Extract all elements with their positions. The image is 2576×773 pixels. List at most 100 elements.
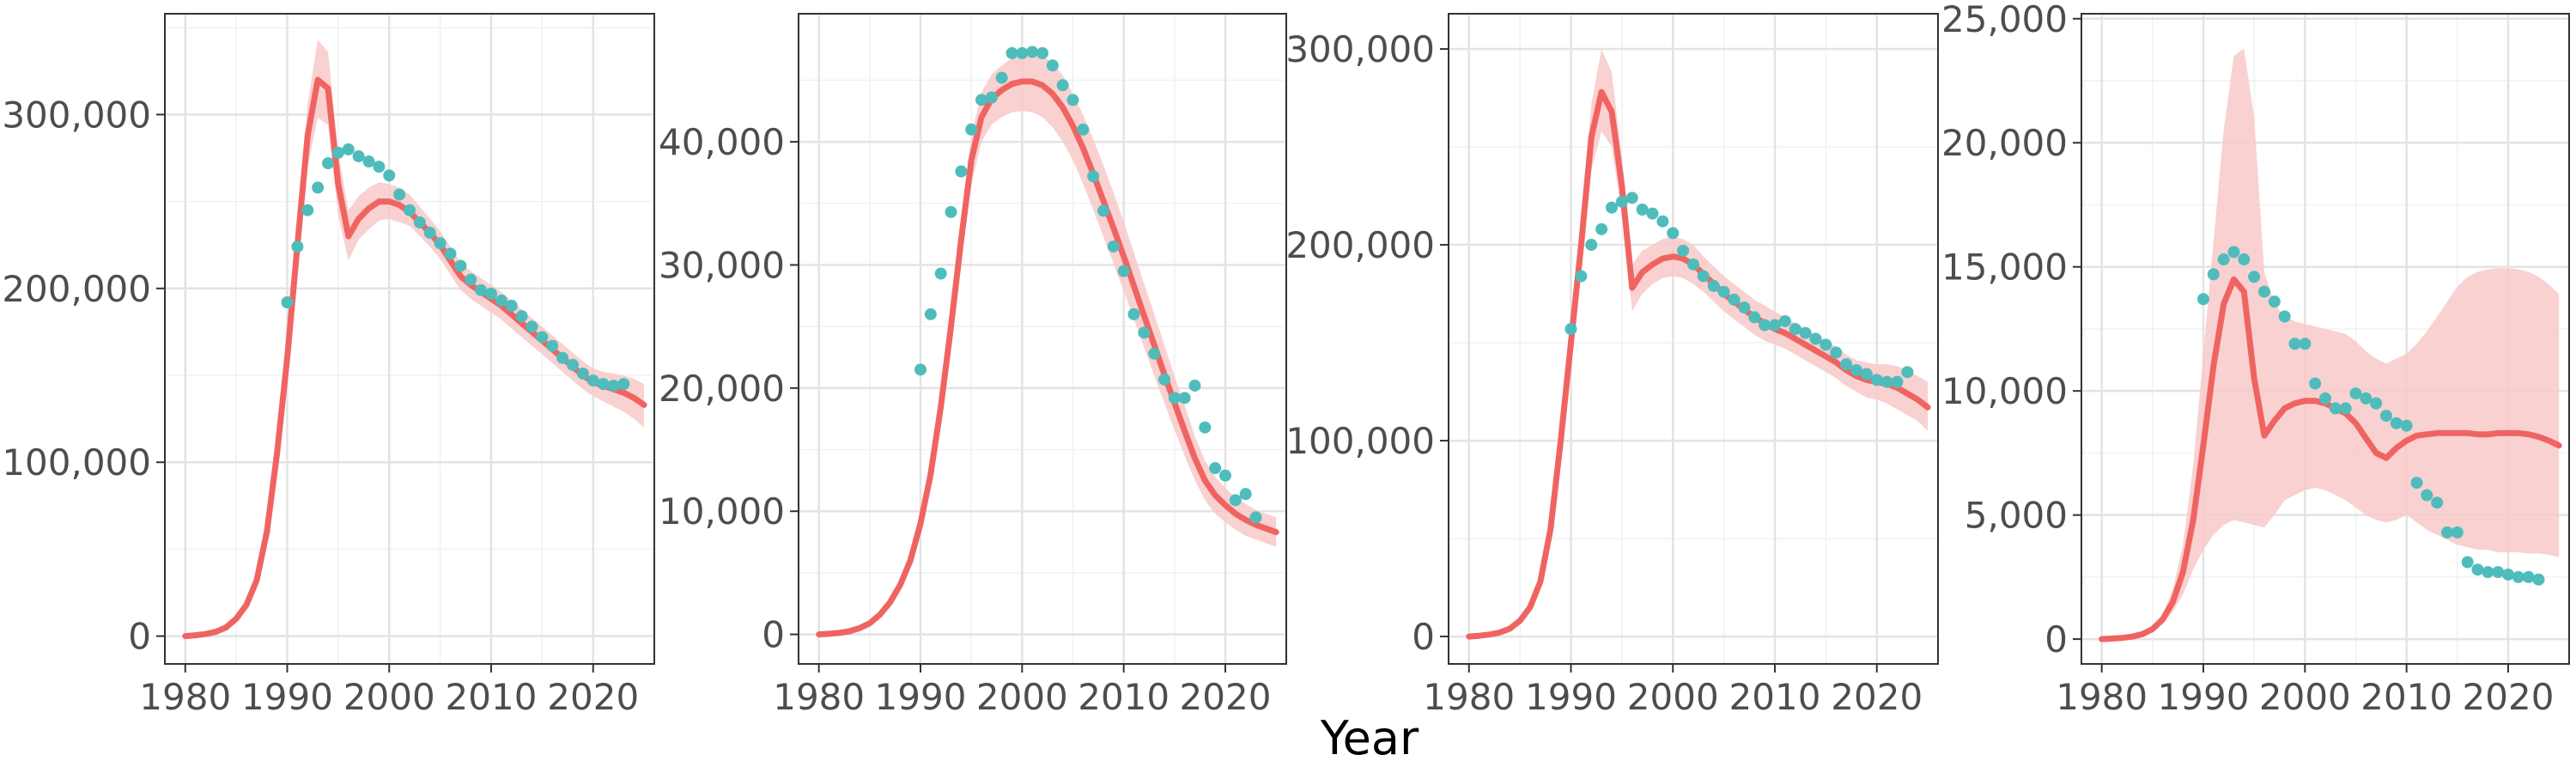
- observed-point: [454, 259, 467, 272]
- observed-point: [1249, 511, 1262, 524]
- observed-point: [1127, 307, 1140, 320]
- observed-point: [1778, 314, 1791, 327]
- observed-point: [1158, 373, 1170, 386]
- x-tick-label: 2020: [2463, 676, 2555, 718]
- x-tick-label: 2020: [1180, 676, 1272, 718]
- observed-point: [2502, 568, 2514, 581]
- panel-2: 0 10,000 20,000 30,000 40,000 1980 1990 2000 201…: [659, 13, 1287, 718]
- observed-point: [975, 94, 987, 107]
- observed-point: [2522, 570, 2535, 583]
- observed-point: [362, 155, 375, 168]
- observed-point: [597, 378, 610, 391]
- y-tick-label: 5,000: [1965, 495, 2068, 537]
- observed-point: [617, 378, 630, 391]
- observed-point: [1168, 392, 1181, 405]
- observed-point: [2207, 268, 2220, 281]
- observed-point: [1117, 265, 1130, 277]
- panel-background: [799, 14, 1286, 664]
- observed-point: [556, 351, 569, 364]
- observed-point: [2349, 387, 2362, 400]
- observed-point: [1830, 346, 1843, 359]
- observed-point: [1209, 462, 1222, 475]
- observed-point: [1239, 488, 1252, 501]
- observed-point: [1901, 366, 1914, 379]
- observed-point: [434, 237, 447, 250]
- model-line: [816, 78, 1279, 638]
- x-tick-label: 1980: [773, 676, 865, 718]
- x-tick-label: 1980: [139, 676, 231, 718]
- observed-point: [1178, 392, 1191, 405]
- observed-point: [1636, 204, 1649, 216]
- observed-point: [1595, 222, 1608, 235]
- observed-point: [1107, 240, 1120, 253]
- observed-point: [1728, 293, 1741, 306]
- observed-point: [475, 283, 488, 296]
- observed-point: [1219, 469, 1231, 482]
- observed-point: [2288, 338, 2301, 350]
- y-tick-label: 0: [762, 614, 785, 656]
- observed-point: [1769, 319, 1781, 332]
- observed-point: [485, 287, 497, 300]
- y-tick-label: 25,000: [1941, 0, 2068, 40]
- confidence-band: [185, 40, 645, 636]
- observed-point: [1717, 285, 1730, 298]
- observed-point: [2451, 526, 2464, 539]
- y-tick-label: 30,000: [659, 244, 785, 286]
- y-tick-label: 200,000: [2, 268, 151, 310]
- observed-point: [985, 91, 998, 104]
- observed-point: [1738, 301, 1751, 314]
- observed-point: [1066, 94, 1079, 107]
- observed-point: [546, 339, 559, 352]
- observed-point: [331, 146, 344, 159]
- observed-point: [2410, 477, 2423, 490]
- x-tick-label: 2020: [547, 676, 639, 718]
- panel-1: 0 100,000 200,000 300,000 1980 1990 2000 2010 20…: [2, 13, 655, 718]
- observed-point: [1748, 311, 1761, 324]
- y-tick-label: 300,000: [2, 94, 151, 136]
- observed-point: [1229, 494, 1242, 507]
- observed-point: [1077, 123, 1090, 136]
- observed-point: [291, 240, 304, 253]
- y-tick-label: 0: [1412, 616, 1435, 658]
- observed-point: [2400, 419, 2413, 432]
- y-tick-label: 200,000: [1285, 224, 1435, 266]
- observed-point: [281, 295, 294, 308]
- observed-point: [995, 71, 1008, 84]
- observed-point: [2329, 402, 2342, 415]
- panel-border: [798, 13, 1287, 665]
- observed-point: [1615, 195, 1628, 208]
- panel-border: [164, 13, 655, 665]
- observed-point: [1667, 227, 1680, 240]
- y-tick-label: 0: [2044, 618, 2068, 660]
- observed-point: [2471, 563, 2484, 576]
- y-tick-label: 10,000: [659, 490, 785, 533]
- observed-point: [515, 310, 528, 323]
- observed-point: [1087, 170, 1100, 183]
- y-tick-label: 40,000: [659, 121, 785, 163]
- observed-point: [2217, 253, 2230, 266]
- observed-point: [383, 169, 396, 182]
- observed-point: [1789, 323, 1801, 336]
- observed-point: [526, 320, 538, 333]
- panel-border: [2081, 13, 2570, 665]
- observed-point: [2319, 392, 2331, 405]
- observed-point: [576, 367, 589, 380]
- y-tick-label: 15,000: [1941, 247, 2068, 289]
- observed-point: [2390, 417, 2403, 429]
- observed-point: [914, 363, 927, 376]
- observed-point: [1097, 204, 1109, 217]
- observed-point: [2309, 377, 2322, 390]
- observed-point: [2248, 271, 2261, 283]
- observed-point: [423, 227, 436, 240]
- observed-point: [1646, 207, 1659, 220]
- observed-point: [465, 273, 477, 286]
- x-tick-label: 1990: [875, 676, 967, 718]
- observed-point: [1870, 374, 1883, 386]
- observed-point: [1799, 326, 1812, 339]
- observed-point: [1850, 363, 1862, 376]
- observed-point: [1625, 192, 1638, 204]
- observed-point: [1148, 347, 1161, 360]
- observed-point: [924, 307, 937, 320]
- observed-point: [607, 380, 620, 393]
